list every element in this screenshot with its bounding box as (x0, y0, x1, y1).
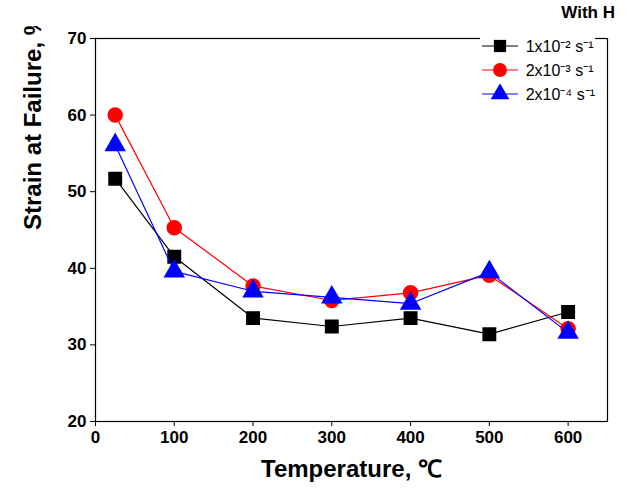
svg-text:70: 70 (68, 29, 87, 48)
svg-text:40: 40 (68, 259, 87, 278)
svg-text:50: 50 (68, 182, 87, 201)
html-text:1x10⁻² s⁻¹: 1x10⁻² s⁻¹ (525, 38, 594, 55)
html-text:2x10⁻⁴ s⁻¹: 2x10⁻⁴ s⁻¹ (525, 86, 595, 103)
svg-text:30: 30 (68, 335, 87, 354)
svg-text:20: 20 (68, 412, 87, 431)
svg-text:200: 200 (239, 428, 267, 447)
svg-text:Temperature, ℃: Temperature, ℃ (261, 455, 442, 482)
svg-text:400: 400 (396, 428, 424, 447)
svg-text:0: 0 (91, 428, 100, 447)
svg-text:500: 500 (475, 428, 503, 447)
html-text:2x10⁻³ s⁻¹: 2x10⁻³ s⁻¹ (525, 62, 594, 79)
html-text:With H: With H (561, 3, 615, 22)
svg-text:Strain at Failure, %: Strain at Failure, % (19, 26, 46, 230)
svg-text:100: 100 (160, 428, 188, 447)
svg-text:600: 600 (554, 428, 582, 447)
svg-text:60: 60 (68, 106, 87, 125)
svg-text:300: 300 (318, 428, 346, 447)
